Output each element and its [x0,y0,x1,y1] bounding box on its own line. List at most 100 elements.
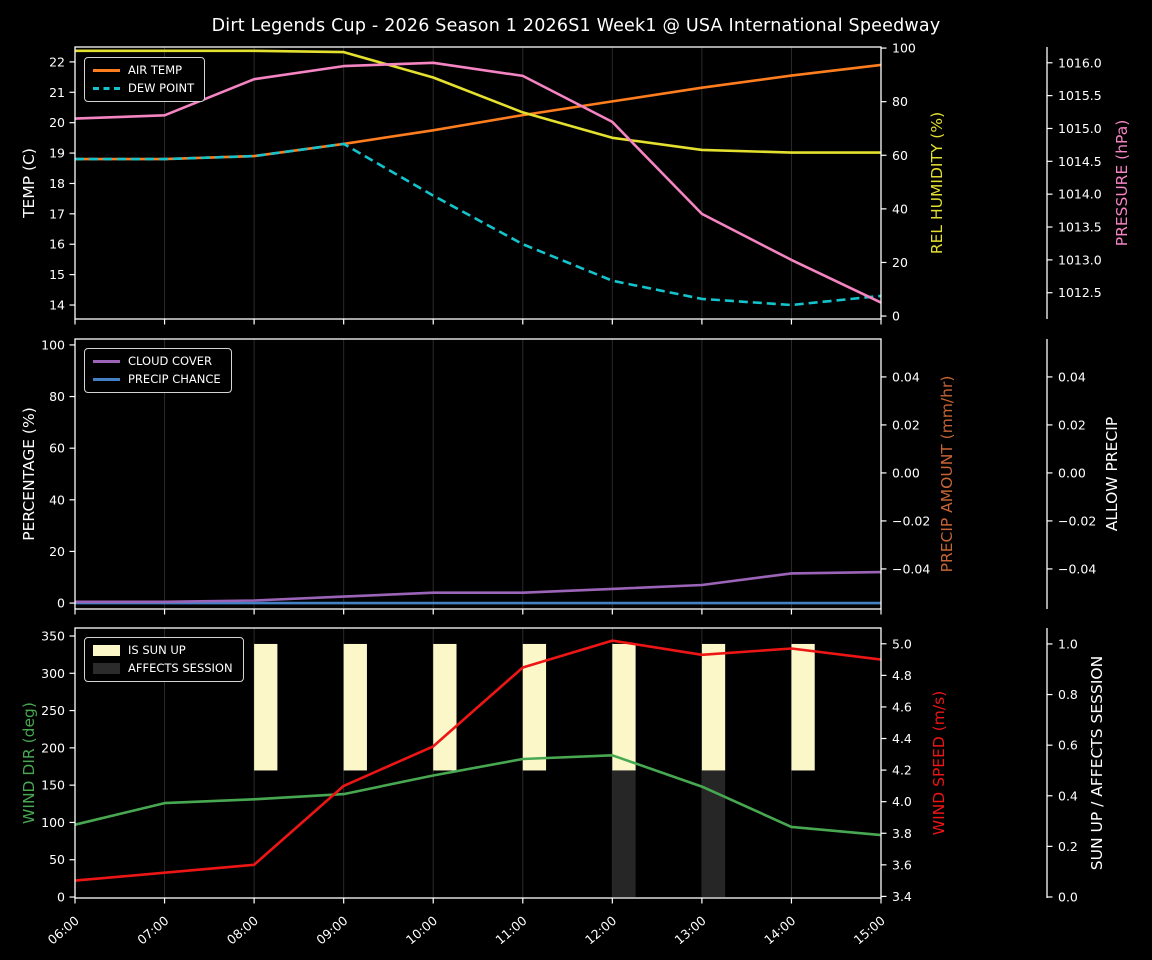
rel-humidity-line [75,49,881,154]
wind-speed-line [74,639,882,882]
is-sun-up-bar [254,643,278,771]
y-tick-label: 1016.0 [1058,55,1102,70]
is-sun-up-bar [612,643,636,771]
y-tick-label: 4.6 [892,699,912,714]
legend-label: DEW POINT [128,81,195,96]
y-tick-label: −0.04 [892,561,930,576]
y-tick-label: 250 [41,703,65,718]
legend-label: AFFECTS SESSION [128,661,233,676]
y-tick-label: 3.8 [892,826,912,841]
plot-frame [74,338,882,610]
legend-label: CLOUD COVER [128,354,213,368]
y-tick-label: 300 [41,666,65,681]
y-tick-label: 20 [49,115,65,130]
y-tick-label: 4.4 [892,731,912,746]
y-tick-label: −0.02 [1058,513,1096,528]
y-tick-label: 4.0 [892,794,912,809]
y-tick-label: 1014.5 [1058,154,1102,169]
axis-label-temp: TEMP (C) [20,148,38,218]
affects-session-bar [701,770,726,897]
y-tick-label: 16 [49,237,65,252]
y-tick-label: 0 [57,596,65,611]
y-tick-label: 1014.0 [1058,187,1102,202]
x-tick-label: 06:00 [45,913,82,948]
y-tick-label: −0.02 [892,513,930,528]
y-tick-label: 350 [41,628,65,643]
y-tick-label: 1015.5 [1058,88,1102,103]
axis-label-pressure: PRESSURE (hPa) [1113,119,1131,247]
y-tick-label: 80 [49,389,65,404]
is-sun-up-bar [701,643,726,771]
y-tick-label: 0.4 [1058,788,1078,803]
axis-label-allow-precip: ALLOW PRECIP [1103,416,1121,532]
y-tick-label: 18 [49,176,65,191]
legend-item-affects-session: AFFECTS SESSION [93,661,233,676]
x-tick-label: 14:00 [761,913,798,948]
legend-item-cloud-cover: CLOUD COVER [93,354,221,368]
y-tick-label: 19 [49,146,65,161]
y-tick-label: 60 [892,148,908,163]
y-tick-label: 100 [892,41,916,56]
y-tick-label: 21 [49,85,65,100]
y-tick-label: 0.2 [1058,839,1078,854]
is-sun-up-bar [343,643,367,771]
y-tick-label: 5.0 [892,636,912,651]
pressure-line [74,61,882,304]
y-tick-label: 1.0 [1058,636,1078,651]
wind-dir-line [74,753,882,837]
cloud-cover-line [75,570,882,604]
y-tick-label: 0.6 [1058,738,1078,753]
plot-frame [74,627,882,899]
x-tick-label: 10:00 [403,913,440,948]
y-tick-label: 50 [49,852,65,867]
x-tick-label: 12:00 [582,913,619,948]
axis-label-percentage: PERCENTAGE (%) [20,407,38,541]
axis-label-rel-humidity: REL HUMIDITY (%) [928,111,946,255]
x-tick-label: 09:00 [313,913,350,948]
legend-item-dew-point: DEW POINT [93,81,195,96]
axis-label-wind-dir: WIND DIR (deg) [20,702,38,824]
is-sun-up-bar [522,643,547,771]
legend-label: AIR TEMP [128,63,183,77]
y-tick-label: 20 [49,544,65,559]
y-tick-label: 4.8 [892,668,912,683]
legend-item-precip-chance: PRECIP CHANCE [93,372,221,386]
y-tick-label: 100 [41,337,65,352]
legend-item-is-sun-up: IS SUN UP [93,643,233,657]
dew-point-swatch [93,87,120,91]
y-tick-label: −0.04 [1058,561,1096,576]
is-sun-up-bar [791,643,815,771]
y-tick-label: 1013.0 [1058,252,1102,267]
y-tick-label: 0.00 [892,465,920,480]
y-tick-label: 0.04 [1058,369,1086,384]
y-tick-label: 3.6 [892,857,912,872]
is-sun-up-swatch [93,645,120,657]
y-tick-label: 0 [892,309,900,324]
y-tick-label: 40 [49,492,65,507]
axis-label-precip-amount: PRECIP AMOUNT (mm/hr) [938,375,956,573]
y-tick-label: 80 [892,94,908,109]
precip-chance-swatch [93,378,120,382]
y-tick-label: 0.00 [1058,465,1086,480]
axis-label-sun-up: SUN UP / AFFECTS SESSION [1088,655,1106,871]
y-tick-label: 0.04 [892,369,920,384]
x-tick-label: 15:00 [851,913,888,948]
legend-item-air-temp: AIR TEMP [93,63,194,77]
y-tick-label: 15 [49,267,65,282]
legend-cloud-precip-chart: CLOUD COVER PRECIP CHANCE [84,348,232,394]
y-tick-label: 100 [41,815,65,830]
y-tick-label: 60 [49,441,65,456]
x-tick-label: 07:00 [134,913,171,948]
cloud-cover-swatch [93,360,120,364]
air-temp-swatch [93,69,120,73]
y-tick-label: 0.8 [1058,687,1078,702]
legend-wind-sun-chart: IS SUN UP AFFECTS SESSION [84,637,244,683]
dew-point-line [75,142,882,307]
y-tick-label: 0.02 [1058,417,1086,432]
axis-label-wind-speed: WIND SPEED (m/s) [930,690,948,836]
x-tick-label: 11:00 [492,913,529,948]
y-tick-label: 22 [49,54,65,69]
y-tick-label: 14 [49,298,65,313]
